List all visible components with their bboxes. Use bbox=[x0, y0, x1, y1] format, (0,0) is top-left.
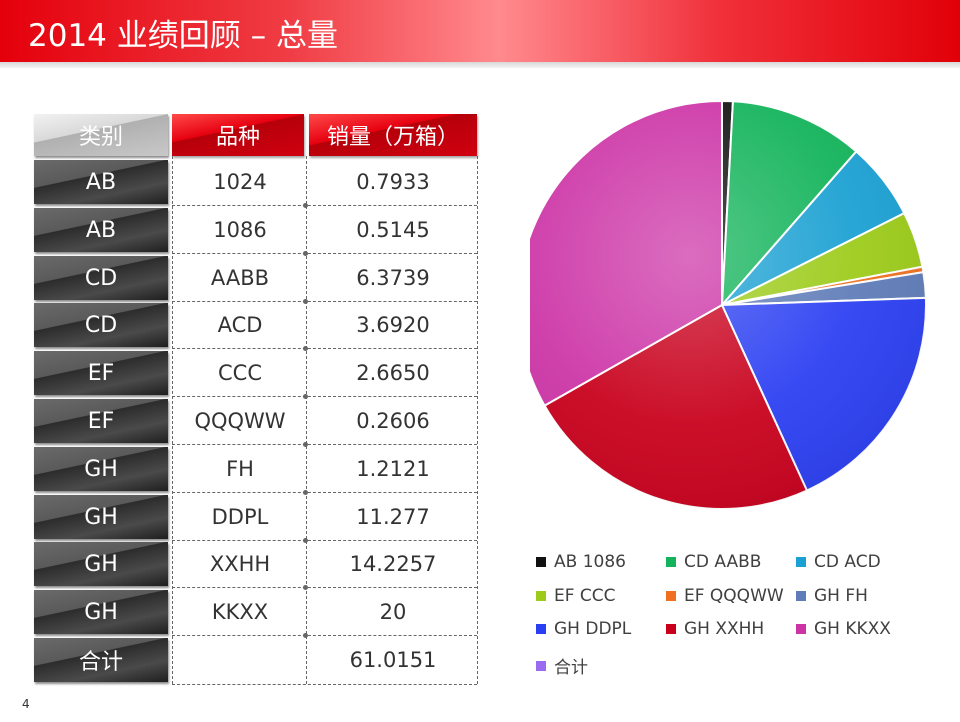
legend-label: GH DDPL bbox=[554, 619, 632, 639]
category-cell: AB bbox=[34, 208, 168, 252]
legend-swatch bbox=[796, 591, 806, 601]
legend-item: GH DDPL bbox=[536, 619, 631, 639]
grid-dot bbox=[303, 203, 308, 208]
variety-cell: 1024 bbox=[213, 169, 267, 194]
row-divider bbox=[172, 444, 477, 445]
legend-swatch bbox=[536, 557, 546, 567]
category-cell: CD bbox=[34, 256, 168, 300]
row-divider bbox=[172, 253, 477, 254]
sales-cell: 1.2121 bbox=[356, 456, 430, 481]
variety-cell: ACD bbox=[217, 312, 263, 337]
legend-item: CD ACD bbox=[796, 552, 881, 572]
grid-dot bbox=[303, 490, 308, 495]
legend-label: CD ACD bbox=[814, 552, 881, 572]
legend-label: CD AABB bbox=[684, 552, 762, 572]
grid-dot bbox=[303, 442, 308, 447]
legend-label: EF QQQWW bbox=[684, 586, 784, 606]
sales-cell: 0.7933 bbox=[356, 169, 430, 194]
legend-item: AB 1086 bbox=[536, 552, 626, 572]
legend-swatch bbox=[666, 557, 676, 567]
category-cell: GH bbox=[34, 542, 168, 586]
legend-swatch bbox=[666, 624, 676, 634]
legend-swatch bbox=[796, 624, 806, 634]
table-bottom-border bbox=[172, 684, 477, 685]
page-number: 4 bbox=[22, 697, 30, 711]
legend-swatch bbox=[536, 591, 546, 601]
category-cell: GH bbox=[34, 447, 168, 491]
legend-label: EF CCC bbox=[554, 586, 616, 606]
grid-dot bbox=[303, 585, 308, 590]
variety-cell: KKXX bbox=[211, 599, 269, 624]
sales-cell: 3.6920 bbox=[356, 312, 430, 337]
category-cell: GH bbox=[34, 590, 168, 634]
title-bar bbox=[0, 0, 960, 68]
variety-cell: QQQWW bbox=[194, 408, 286, 433]
sales-cell: 6.3739 bbox=[356, 265, 430, 290]
grid-dot bbox=[303, 394, 308, 399]
row-divider bbox=[172, 587, 477, 588]
sales-cell: 14.2257 bbox=[349, 551, 437, 576]
category-cell: EF bbox=[34, 399, 168, 443]
row-divider bbox=[172, 348, 477, 349]
title-bar-shadow bbox=[0, 62, 960, 68]
sales-cell: 0.5145 bbox=[356, 217, 430, 242]
category-cell: EF bbox=[34, 351, 168, 395]
row-divider bbox=[172, 492, 477, 493]
legend-item: GH KKXX bbox=[796, 619, 891, 639]
legend-item: EF QQQWW bbox=[666, 586, 784, 606]
sales-cell: 0.2606 bbox=[356, 408, 430, 433]
legend-label: GH KKXX bbox=[814, 619, 891, 639]
legend-swatch bbox=[536, 660, 546, 671]
variety-cell: FH bbox=[226, 456, 254, 481]
category-cell: GH bbox=[34, 495, 168, 539]
legend-swatch bbox=[536, 624, 546, 634]
row-divider bbox=[172, 635, 477, 636]
column-divider bbox=[172, 156, 173, 684]
grid-dot bbox=[303, 251, 308, 256]
legend-label: GH XXHH bbox=[684, 619, 765, 639]
legend-label: 合计 bbox=[554, 658, 588, 678]
legend-item: EF CCC bbox=[536, 586, 616, 606]
category-cell: 合计 bbox=[34, 638, 168, 682]
legend-swatch bbox=[666, 591, 676, 601]
variety-cell: DDPL bbox=[211, 504, 269, 529]
variety-cell bbox=[172, 636, 308, 683]
row-divider bbox=[172, 396, 477, 397]
variety-cell: AABB bbox=[210, 265, 270, 290]
legend-item: GH XXHH bbox=[666, 619, 764, 639]
slide-title: 2014 业绩回顾 – 总量 bbox=[28, 18, 338, 54]
sales-cell: 2.6650 bbox=[356, 360, 430, 385]
variety-cell: 1086 bbox=[213, 217, 267, 242]
sales-cell: 20 bbox=[379, 599, 407, 624]
header-category: 类别 bbox=[34, 114, 168, 156]
column-divider bbox=[306, 156, 307, 684]
row-divider bbox=[172, 301, 477, 302]
legend-item: 合计 bbox=[536, 653, 588, 678]
row-divider bbox=[172, 205, 477, 206]
column-divider bbox=[477, 156, 478, 684]
header-sales: 销量（万箱） bbox=[309, 114, 477, 156]
legend-label: GH FH bbox=[814, 586, 868, 606]
legend-label: AB 1086 bbox=[554, 552, 626, 572]
variety-cell: CCC bbox=[218, 360, 262, 385]
grid-dot bbox=[303, 299, 308, 304]
category-cell: CD bbox=[34, 303, 168, 347]
legend-item: GH FH bbox=[796, 586, 868, 606]
grid-dot bbox=[303, 346, 308, 351]
sales-pie-chart bbox=[530, 100, 927, 510]
grid-dot bbox=[303, 538, 308, 543]
row-divider bbox=[172, 540, 477, 541]
sales-cell: 61.0151 bbox=[349, 647, 437, 672]
sales-cell: 11.277 bbox=[356, 504, 430, 529]
category-cell: AB bbox=[34, 160, 168, 204]
legend-item: CD AABB bbox=[666, 552, 761, 572]
header-variety: 品种 bbox=[172, 114, 304, 156]
grid-dot bbox=[303, 633, 308, 638]
variety-cell: XXHH bbox=[209, 551, 271, 576]
legend-swatch bbox=[796, 557, 806, 567]
